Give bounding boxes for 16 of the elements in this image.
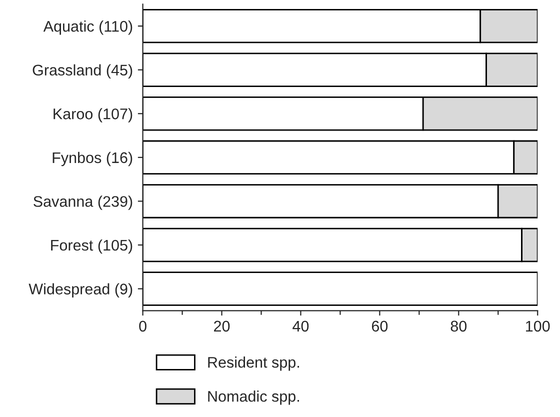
- x-tick-label: 40: [292, 320, 309, 332]
- legend-label: Resident spp.: [208, 356, 299, 371]
- y-tick-label: Fynbos (16): [52, 152, 132, 166]
- x-tick-label: 20: [214, 320, 230, 332]
- y-tick-label: Widespread (9): [28, 283, 132, 298]
- y-tick-label: Grassland (45): [32, 64, 132, 79]
- x-tick-label: 80: [450, 320, 467, 332]
- y-tick-label: Karoo (107): [54, 108, 132, 122]
- y-tick-label: Aquatic (110): [43, 20, 132, 35]
- x-tick-label: 60: [372, 320, 388, 332]
- y-tick-label: Savanna (239): [34, 196, 132, 210]
- legend-label: Nomadic spp.: [208, 390, 299, 405]
- x-tick-label: 0: [139, 320, 146, 332]
- bar: [142, 272, 538, 306]
- x-tick-label: 100: [526, 320, 550, 332]
- y-tick-label: Forest (105): [51, 239, 132, 254]
